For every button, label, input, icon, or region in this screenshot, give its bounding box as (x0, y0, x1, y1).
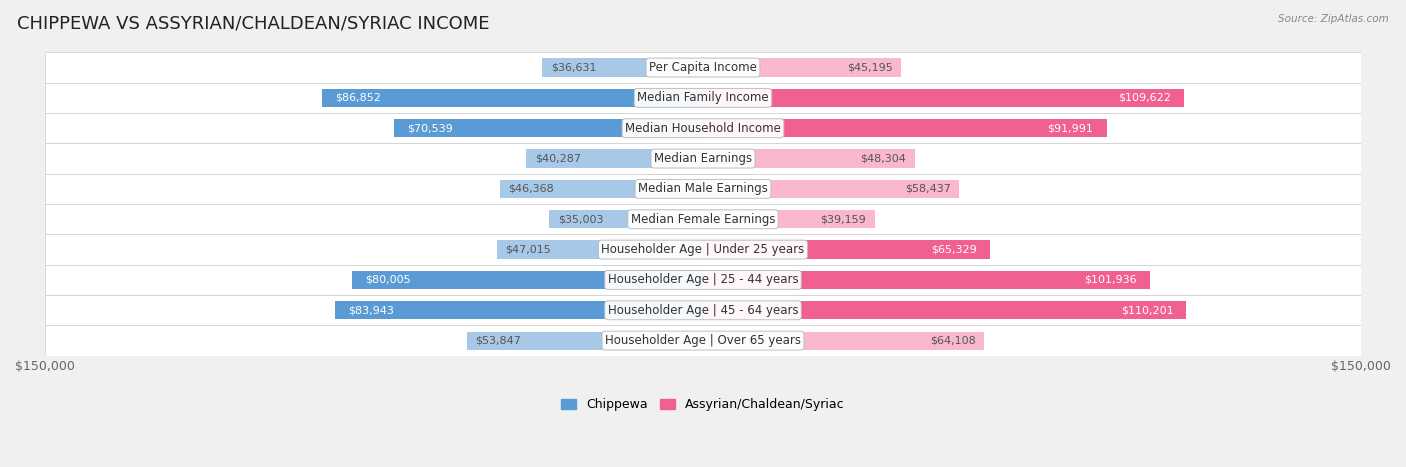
Text: $101,936: $101,936 (1084, 275, 1137, 285)
Text: Householder Age | Under 25 years: Householder Age | Under 25 years (602, 243, 804, 256)
Bar (526, 149, 703, 168)
Bar (703, 149, 915, 168)
Bar (322, 89, 703, 107)
Text: $53,847: $53,847 (475, 336, 522, 346)
Text: $83,943: $83,943 (347, 305, 394, 315)
Text: Householder Age | Over 65 years: Householder Age | Over 65 years (605, 334, 801, 347)
Bar (703, 301, 1187, 319)
Text: $91,991: $91,991 (1047, 123, 1094, 133)
Text: Median Male Earnings: Median Male Earnings (638, 183, 768, 195)
Bar (45, 83, 1361, 113)
Text: Householder Age | 45 - 64 years: Householder Age | 45 - 64 years (607, 304, 799, 317)
Bar (703, 271, 1150, 289)
Bar (45, 174, 1361, 204)
Text: Median Female Earnings: Median Female Earnings (631, 213, 775, 226)
Bar (496, 241, 703, 259)
Bar (45, 265, 1361, 295)
Text: $70,539: $70,539 (406, 123, 453, 133)
Text: $86,852: $86,852 (335, 93, 381, 103)
Bar (467, 332, 703, 350)
Bar (703, 58, 901, 77)
Text: $39,159: $39,159 (820, 214, 866, 224)
Text: $40,287: $40,287 (536, 154, 581, 163)
Bar (550, 210, 703, 228)
Text: $65,329: $65,329 (931, 245, 976, 255)
Bar (703, 119, 1107, 137)
Bar (335, 301, 703, 319)
Bar (45, 113, 1361, 143)
Text: CHIPPEWA VS ASSYRIAN/CHALDEAN/SYRIAC INCOME: CHIPPEWA VS ASSYRIAN/CHALDEAN/SYRIAC INC… (17, 14, 489, 32)
Text: Median Earnings: Median Earnings (654, 152, 752, 165)
Bar (703, 332, 984, 350)
Bar (394, 119, 703, 137)
Text: $48,304: $48,304 (860, 154, 905, 163)
Text: $109,622: $109,622 (1118, 93, 1171, 103)
Legend: Chippewa, Assyrian/Chaldean/Syriac: Chippewa, Assyrian/Chaldean/Syriac (557, 393, 849, 416)
Text: Source: ZipAtlas.com: Source: ZipAtlas.com (1278, 14, 1389, 24)
Text: $46,368: $46,368 (509, 184, 554, 194)
Text: Per Capita Income: Per Capita Income (650, 61, 756, 74)
Bar (45, 204, 1361, 234)
Bar (352, 271, 703, 289)
Text: Householder Age | 25 - 44 years: Householder Age | 25 - 44 years (607, 274, 799, 286)
Bar (45, 234, 1361, 265)
Bar (543, 58, 703, 77)
Text: $80,005: $80,005 (366, 275, 411, 285)
Bar (703, 89, 1184, 107)
Text: $35,003: $35,003 (558, 214, 603, 224)
Text: $58,437: $58,437 (904, 184, 950, 194)
Bar (45, 325, 1361, 356)
Bar (703, 241, 990, 259)
Text: $64,108: $64,108 (929, 336, 976, 346)
Bar (45, 52, 1361, 83)
Bar (703, 210, 875, 228)
Text: Median Family Income: Median Family Income (637, 92, 769, 105)
Text: $110,201: $110,201 (1121, 305, 1173, 315)
Bar (45, 143, 1361, 174)
Text: Median Household Income: Median Household Income (626, 122, 780, 134)
Bar (703, 180, 959, 198)
Text: $47,015: $47,015 (506, 245, 551, 255)
Text: $36,631: $36,631 (551, 63, 596, 72)
Text: $45,195: $45,195 (846, 63, 893, 72)
Bar (45, 295, 1361, 325)
Bar (499, 180, 703, 198)
